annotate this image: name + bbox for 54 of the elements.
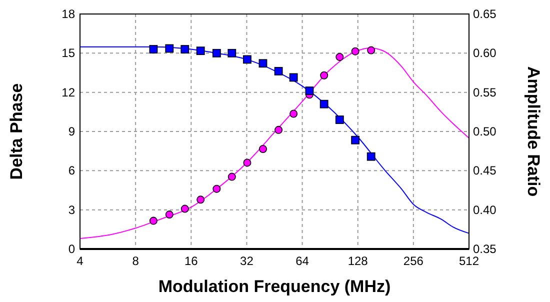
x-tick-label: 128 [348,254,368,268]
x-tick-label: 8 [132,254,140,268]
x-tick-label: 256 [403,254,424,268]
point [228,48,236,58]
y-tick-label: 9 [68,124,76,138]
point [243,55,252,64]
point [336,52,344,61]
point [212,184,221,193]
point [180,204,189,213]
point [351,136,360,144]
point [149,216,158,225]
x-axis-title: Modulation Frequency (MHz) [158,277,391,296]
point [290,110,298,118]
x-tick-label: 16 [184,254,198,268]
y2-tick-label: 0.45 [473,164,497,178]
point [165,44,174,53]
point [274,126,283,134]
y2-tick-label: 0.35 [473,242,497,256]
point [351,47,360,56]
y-tick-label: 15 [62,46,76,60]
y-tick-label: 6 [68,164,76,178]
point [305,86,314,95]
point [258,144,267,153]
point [196,196,205,204]
x-tick-label: 4 [76,254,84,268]
y2-tick-label: 0.40 [473,202,497,217]
point [367,46,376,54]
y-tick-label: 0 [68,242,76,256]
point [243,158,252,167]
y-tick-label: 12 [62,85,76,100]
x-tick-label: 32 [240,254,254,268]
x-tick-label: 512 [458,254,480,268]
point [180,45,190,54]
point [335,116,344,124]
y-axis-title: Delta Phase [7,83,26,180]
point [258,59,268,68]
point [289,73,298,82]
y2-axis-title: Amplitude Ratio [524,66,543,197]
x-tick-label: 64 [296,254,310,268]
point [165,210,174,219]
point [274,66,283,76]
point [320,100,328,108]
y2-tick-label: 0.65 [473,7,497,21]
y2-tick-label: 0.50 [473,124,497,138]
y-tick-label: 3 [68,202,76,217]
y2-tick-label: 0.60 [473,46,497,60]
y-tick-label: 18 [62,7,76,21]
y2-tick-label: 0.55 [473,85,497,100]
point [366,152,376,161]
point [212,48,221,58]
point [196,46,205,56]
point [149,45,158,54]
point [228,172,236,181]
point [320,71,328,80]
